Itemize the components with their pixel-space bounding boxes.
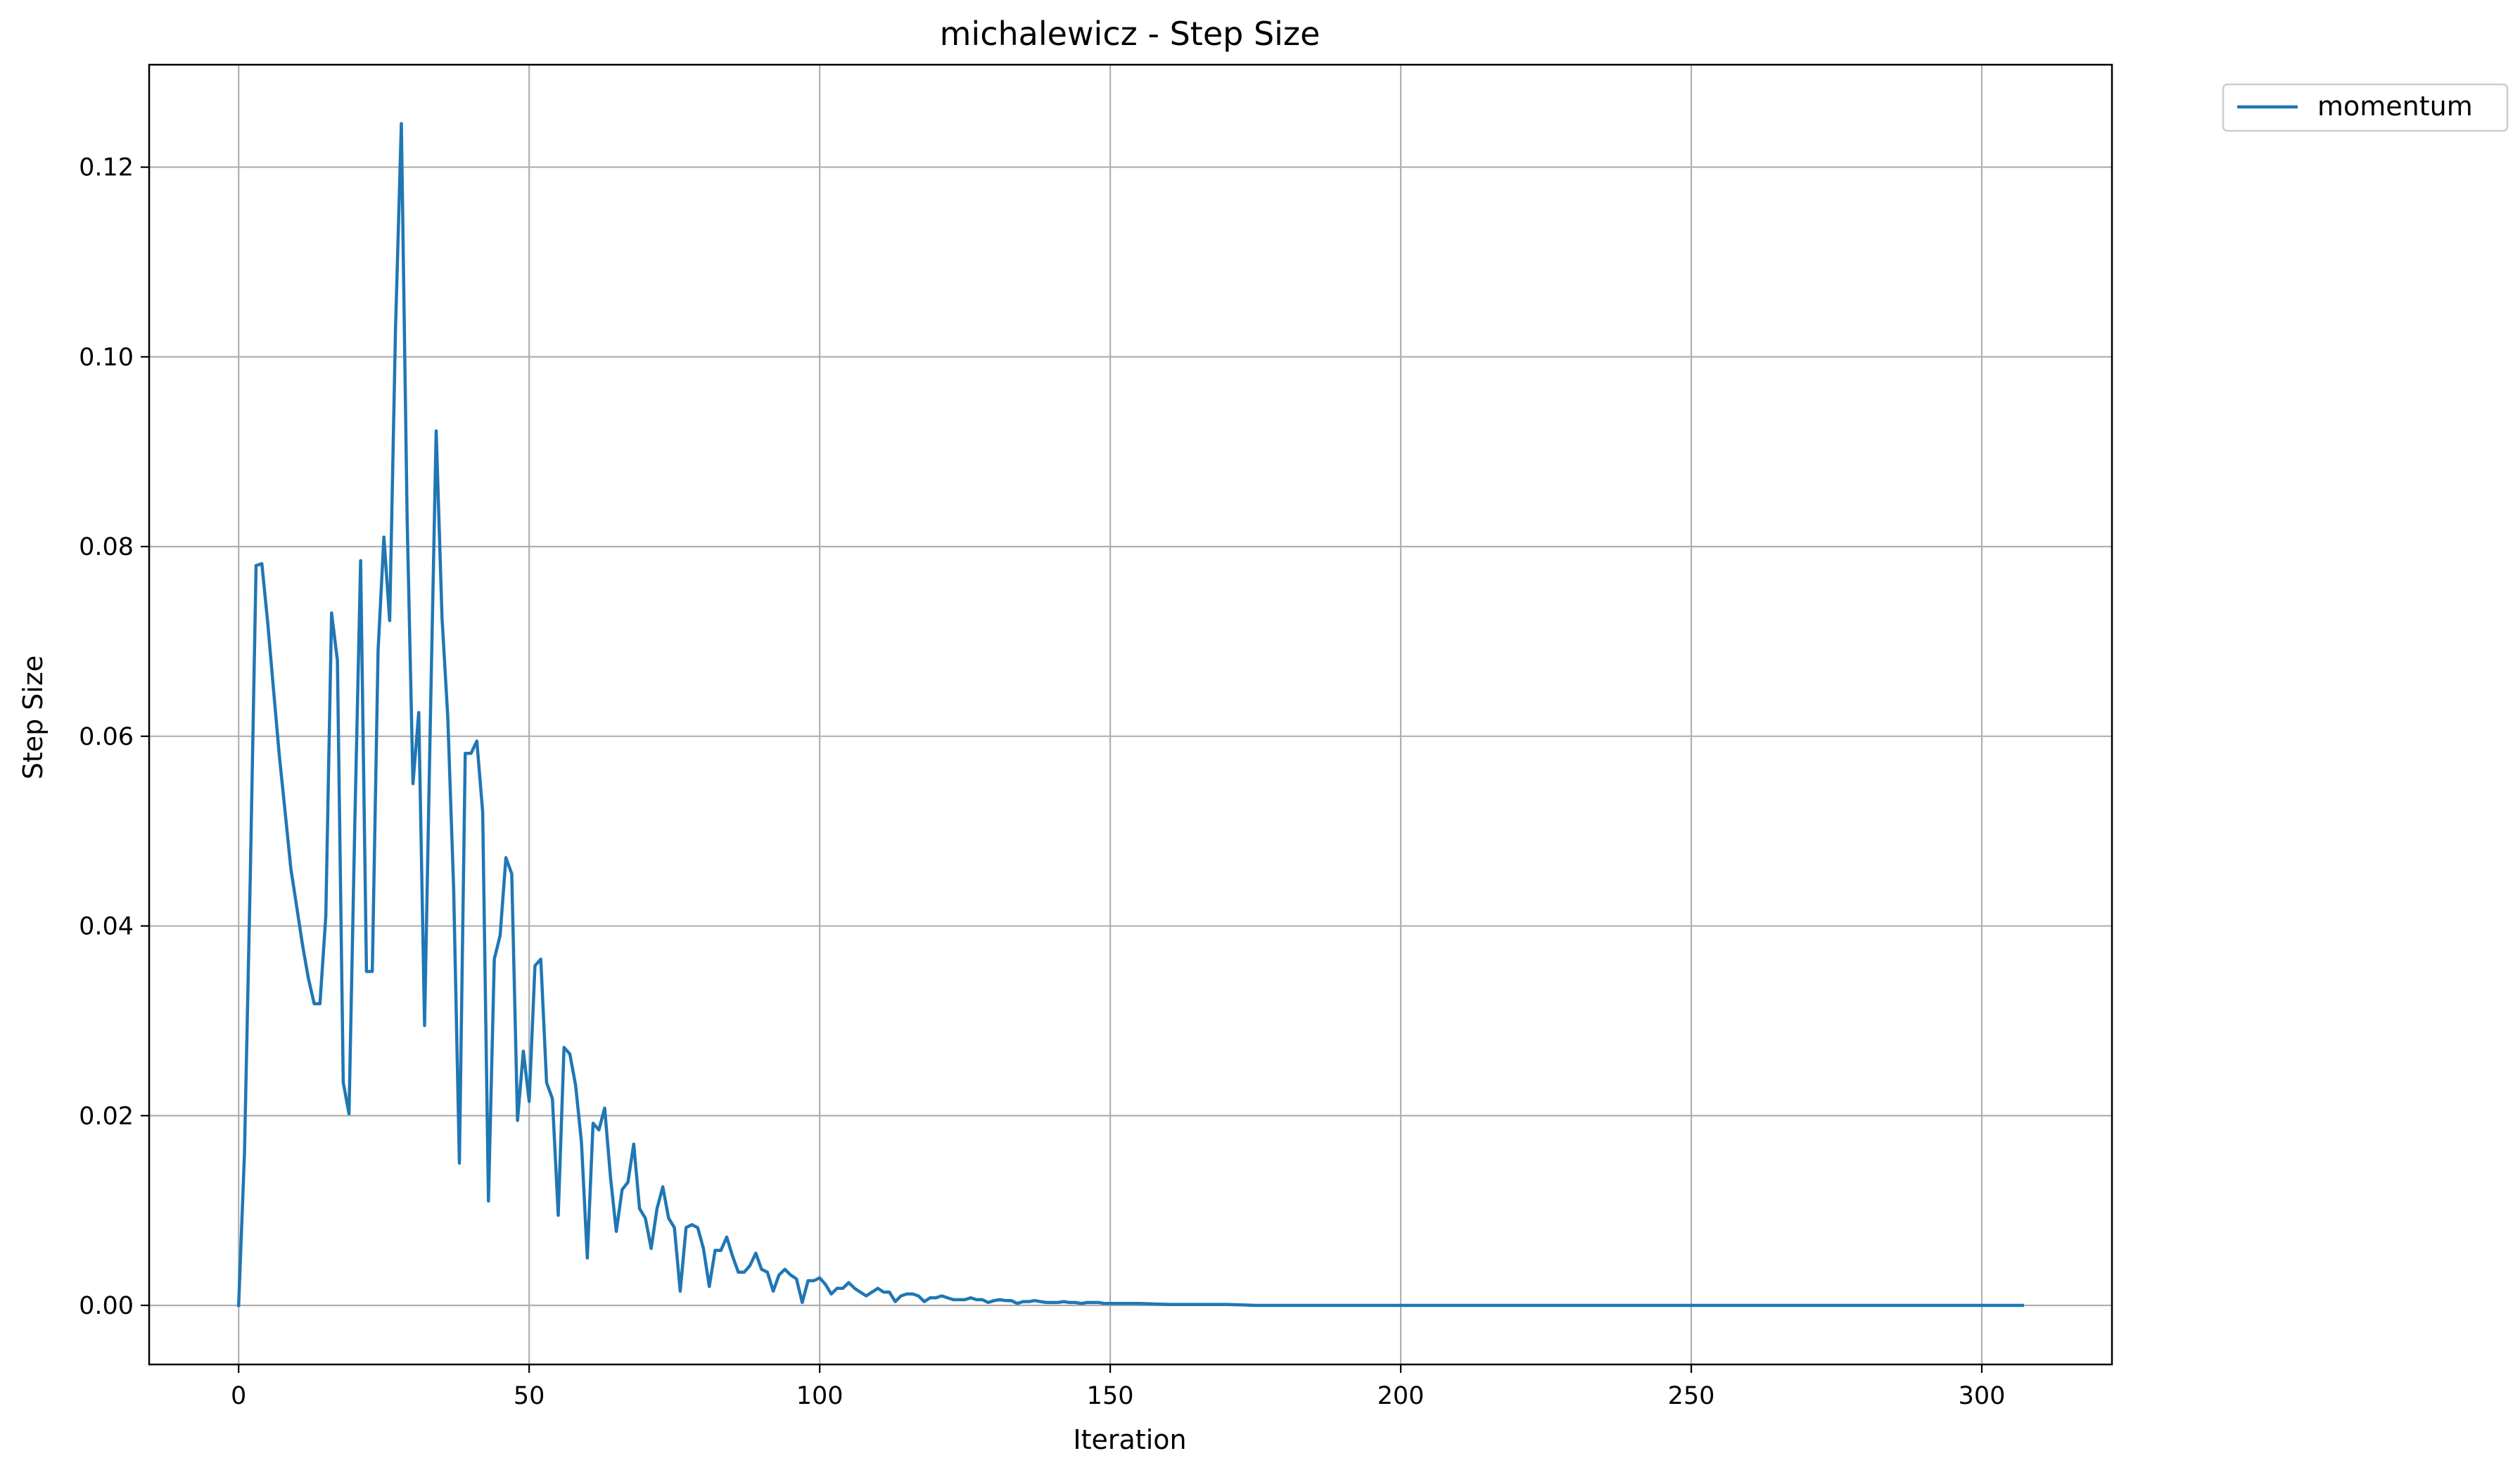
y-axis-ticks: 0.00 0.02 0.04 0.06 0.08 0.10 0.12 bbox=[79, 154, 149, 1320]
legend-label-momentum: momentum bbox=[2317, 91, 2473, 122]
x-tick-label: 0 bbox=[231, 1382, 246, 1410]
x-tick-label: 300 bbox=[1959, 1382, 2006, 1410]
chart-title: michalewicz - Step Size bbox=[940, 15, 1321, 53]
x-tick-label: 100 bbox=[796, 1382, 844, 1410]
x-tick-label: 250 bbox=[1668, 1382, 1715, 1410]
x-tick-label: 50 bbox=[514, 1382, 545, 1410]
x-tick-label: 200 bbox=[1377, 1382, 1425, 1410]
y-axis-label: Step Size bbox=[18, 656, 49, 780]
y-tick-label: 0.00 bbox=[79, 1292, 134, 1320]
y-tick-label: 0.06 bbox=[79, 723, 134, 751]
y-tick-label: 0.12 bbox=[79, 154, 134, 182]
y-tick-label: 0.08 bbox=[79, 533, 134, 561]
x-axis-ticks: 0 50 100 150 200 250 300 bbox=[231, 1364, 2005, 1410]
legend: momentum bbox=[2222, 83, 2509, 132]
legend-frame bbox=[2222, 83, 2509, 132]
y-tick-label: 0.02 bbox=[79, 1102, 134, 1130]
series-layer bbox=[236, 122, 2025, 1307]
y-tick-label: 0.10 bbox=[79, 343, 134, 371]
series-line-momentum bbox=[236, 122, 2025, 1307]
y-tick-label: 0.04 bbox=[79, 913, 134, 941]
plot-frame bbox=[148, 63, 2113, 1366]
grid-lines bbox=[149, 65, 2112, 1364]
x-axis-label: Iteration bbox=[1073, 1424, 1186, 1455]
x-tick-label: 150 bbox=[1087, 1382, 1134, 1410]
